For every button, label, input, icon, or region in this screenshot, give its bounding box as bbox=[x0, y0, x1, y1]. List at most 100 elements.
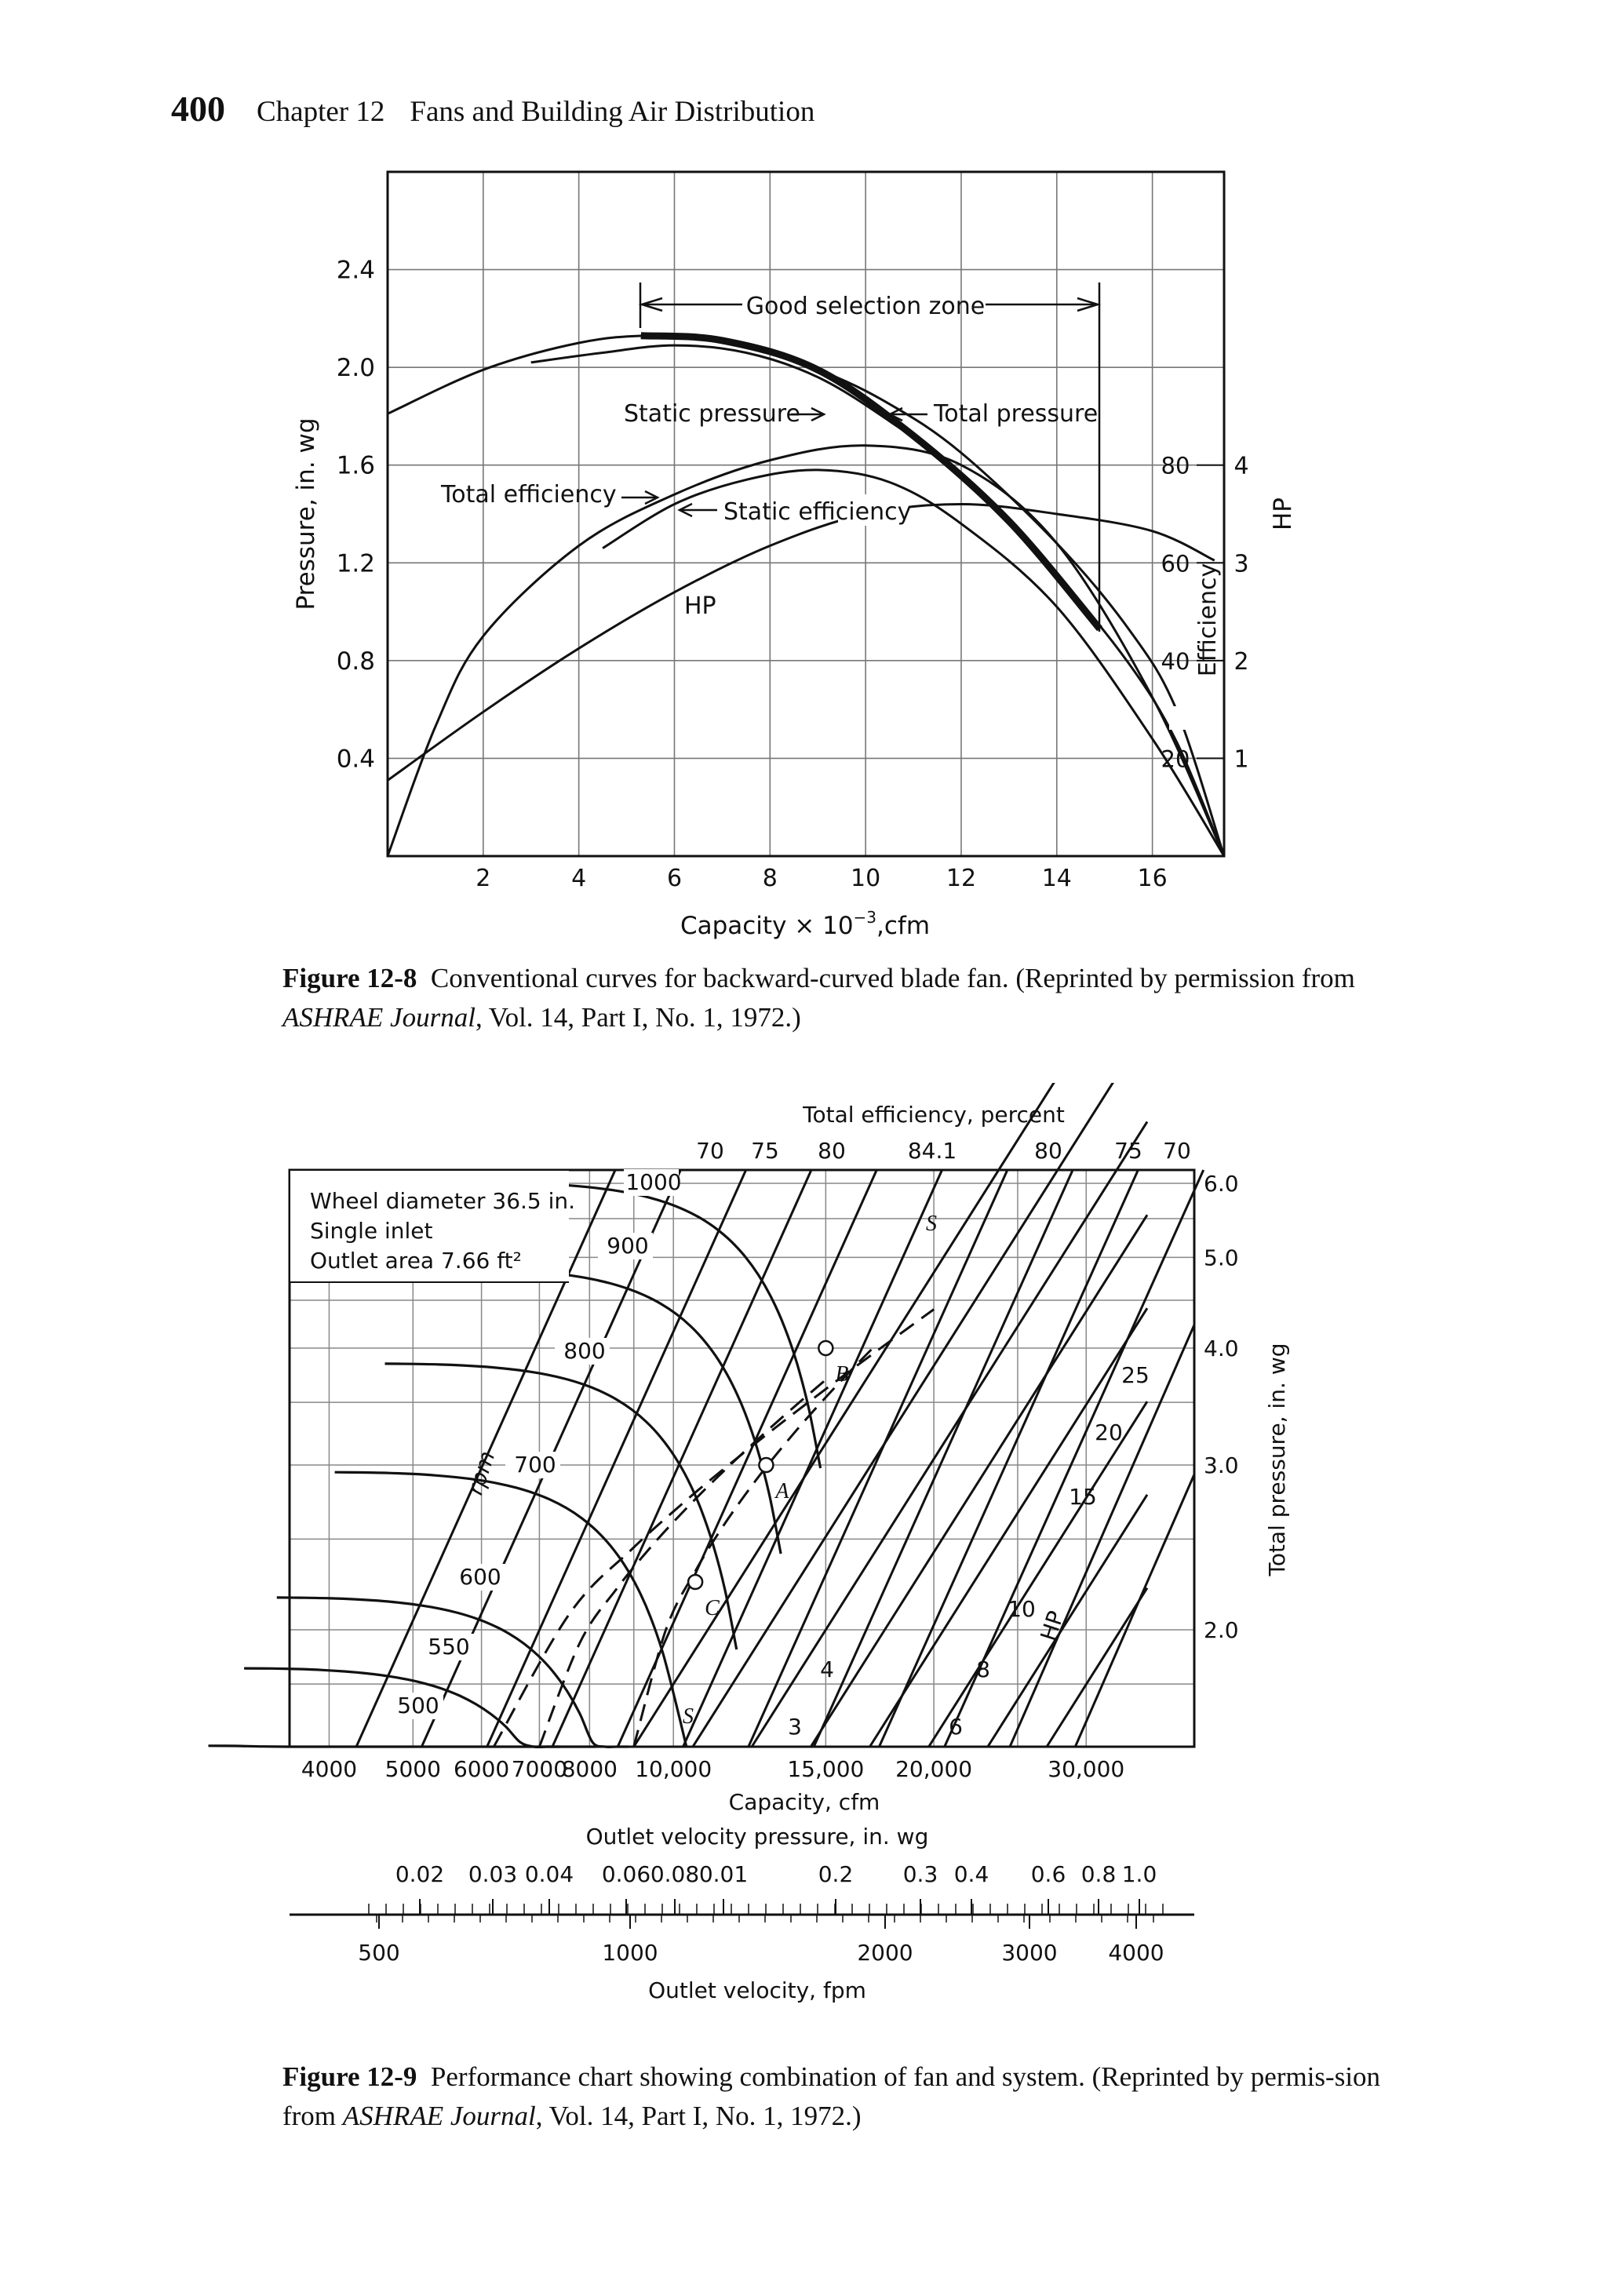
system-curve-label: S bbox=[683, 1704, 694, 1729]
rpm-label: 600 bbox=[459, 1564, 501, 1590]
rpm-label-bg bbox=[598, 1233, 653, 1259]
hp-line bbox=[632, 1083, 1055, 1748]
rpm-label-bg bbox=[555, 1338, 610, 1365]
fig8-caption-label: Figure 12-8 bbox=[282, 963, 417, 993]
ovp-tick-label: 0.8 bbox=[1081, 1861, 1117, 1887]
fig9-top-axis-title: Total efficiency, percent bbox=[802, 1102, 1065, 1128]
fig9-caption-tail: , Vol. 14, Part I, No. 1, 1972.) bbox=[535, 2101, 862, 2131]
fig8-x-axis-title: Capacity × 10−3,cfm bbox=[680, 908, 930, 940]
fig9-y-tick-label: 4.0 bbox=[1204, 1336, 1239, 1361]
ov-tick-label: 3000 bbox=[1001, 1940, 1057, 1966]
curve-good-selection-zone bbox=[640, 332, 1103, 632]
fig9-curves bbox=[208, 1083, 1205, 1749]
operating-point-label: C bbox=[705, 1596, 720, 1620]
ov-tick-label: 4000 bbox=[1108, 1940, 1164, 1966]
total-efficiency-arrow bbox=[621, 490, 660, 505]
good-selection-zone-label: Good selection zone bbox=[746, 293, 985, 320]
fig8-hp-tick-label: 1 bbox=[1233, 745, 1248, 773]
fig9-caption-journal: ASHRAE Journal bbox=[342, 2101, 536, 2131]
operating-point-a bbox=[758, 1456, 774, 1474]
hp-label: 15 bbox=[1069, 1484, 1097, 1510]
fig9-efficiency-label: 84.1 bbox=[908, 1138, 957, 1164]
fig8-efficiency-tick-label: 20 bbox=[1161, 745, 1190, 772]
fig8-x-tick-label: 10 bbox=[851, 865, 880, 892]
fig8-efficiency-axis-title: Efficiency bbox=[1194, 563, 1222, 677]
system-curve-dashed bbox=[538, 1379, 827, 1748]
fig8-label-gap bbox=[838, 494, 909, 526]
fig8-efficiency-tick-label: 60 bbox=[1161, 550, 1190, 577]
rpm-label-bg bbox=[505, 1452, 560, 1478]
hp-label: 3 bbox=[788, 1714, 802, 1740]
fig9-efficiency-label: 80 bbox=[1034, 1138, 1062, 1164]
fig9-y-tick-label: 3.0 bbox=[1204, 1452, 1239, 1478]
ovp-tick-label: 0.3 bbox=[903, 1861, 938, 1887]
fig9-x-axis-title: Capacity, cfm bbox=[729, 1789, 880, 1815]
fig8-x-tick-label: 8 bbox=[763, 865, 778, 892]
rpm-label: 1000 bbox=[625, 1169, 681, 1195]
fig8-frame bbox=[386, 170, 1226, 858]
figure-12-9: Total efficiency, percent 4000 5000 6000 70… bbox=[208, 1083, 1290, 2003]
fig9-x-tick-label: 4000 bbox=[301, 1756, 357, 1782]
fig8-y-axis-title: Pressure, in. wg bbox=[292, 417, 320, 610]
efficiency-line bbox=[486, 1169, 748, 1748]
fig8-y-tick-label: 1.6 bbox=[337, 452, 375, 480]
system-curve-label: S bbox=[926, 1212, 937, 1236]
ovp-tick-label: 0.08 bbox=[650, 1861, 699, 1887]
fig8-tick-labels: 2 4 6 8 10 12 14 160.40.81.21.62.02.42040608012… bbox=[337, 257, 1249, 892]
hp-curve-label: HP bbox=[684, 592, 716, 620]
static-pressure-arrow bbox=[791, 406, 826, 422]
efficiency-line bbox=[943, 1169, 1205, 1748]
curve-total-pressure bbox=[387, 333, 1226, 857]
efficiency-line bbox=[878, 1169, 1139, 1748]
fig8-y2-axis-title: HP bbox=[1269, 497, 1297, 530]
hp-line bbox=[750, 1121, 1149, 1748]
fig9-caption-label: Figure 12-9 bbox=[282, 2061, 417, 2092]
fig8-y-tick-label: 0.8 bbox=[337, 647, 375, 676]
operating-point-b bbox=[818, 1339, 834, 1357]
hp-label: 25 bbox=[1121, 1362, 1150, 1388]
fig9-y-tick-label: 5.0 bbox=[1204, 1245, 1239, 1270]
total-pressure-label: Total pressure bbox=[933, 400, 1098, 428]
rpm-label-bg bbox=[388, 1693, 443, 1719]
fig9-efficiency-label: 70 bbox=[696, 1138, 724, 1164]
efficiency-line bbox=[1073, 1474, 1196, 1748]
hp-axis-label: HP bbox=[1035, 1608, 1069, 1644]
fig8-y-tick-label: 2.4 bbox=[337, 257, 375, 285]
fig9-info-line-1: Wheel diameter 36.5 in. bbox=[310, 1188, 575, 1214]
fig8-x-tick-label: 4 bbox=[571, 865, 586, 892]
fig8-x-tick-label: 14 bbox=[1042, 865, 1072, 892]
page-number: 400 bbox=[171, 89, 225, 129]
fig8-efficiency-tick-label: 80 bbox=[1161, 453, 1190, 479]
outlet-velocity-scale: 0.02 0.03 0.04 0.06 0.08 0.01 0.2 0.3 0.4 0.6 0.8 1… bbox=[290, 1861, 1194, 1966]
rpm-label-bg bbox=[624, 1169, 679, 1196]
rpm-label: 500 bbox=[397, 1693, 439, 1718]
static-pressure-label: Static pressure bbox=[624, 400, 800, 428]
rpm-label: 550 bbox=[428, 1634, 469, 1660]
curve-total-efficiency bbox=[386, 444, 1226, 857]
outlet-velocity-pressure-title: Outlet velocity pressure, in. wg bbox=[586, 1824, 929, 1850]
hp-line bbox=[810, 1214, 1149, 1748]
fig8-caption-tail: , Vol. 14, Part I, No. 1, 1972.) bbox=[475, 1002, 801, 1033]
fig8-caption-journal: ASHRAE Journal bbox=[282, 1002, 476, 1033]
ovp-tick-label: 0.04 bbox=[525, 1861, 574, 1887]
fig9-caption: Figure 12-9 Performance chart showing co… bbox=[282, 2057, 1428, 2136]
curve-hp bbox=[387, 502, 1215, 782]
ovp-tick-label: 0.01 bbox=[699, 1861, 748, 1887]
good-selection-zone-marker bbox=[638, 282, 1102, 632]
fig9-x-tick-label: 10,000 bbox=[635, 1756, 712, 1782]
fig9-y-axis-title: Total pressure, in. wg bbox=[1264, 1343, 1290, 1576]
efficiency-line bbox=[616, 1169, 878, 1748]
fig8-y-tick-label: 1.2 bbox=[337, 549, 375, 578]
rpm-label: 800 bbox=[563, 1338, 605, 1364]
rpm-curve-600 bbox=[276, 1596, 629, 1748]
fig8-efficiency-tick-label: 40 bbox=[1161, 648, 1190, 675]
ovp-tick-label: 0.2 bbox=[818, 1861, 854, 1887]
ovp-tick-label: 0.06 bbox=[602, 1861, 650, 1887]
hp-label: 6 bbox=[949, 1714, 963, 1740]
total-pressure-arrow bbox=[887, 406, 927, 422]
ov-tick-label: 500 bbox=[358, 1940, 399, 1966]
fig9-info-line-2: Single inlet bbox=[310, 1218, 433, 1244]
fig9-frame bbox=[288, 1168, 1196, 1748]
curve-static-efficiency bbox=[602, 468, 1226, 857]
